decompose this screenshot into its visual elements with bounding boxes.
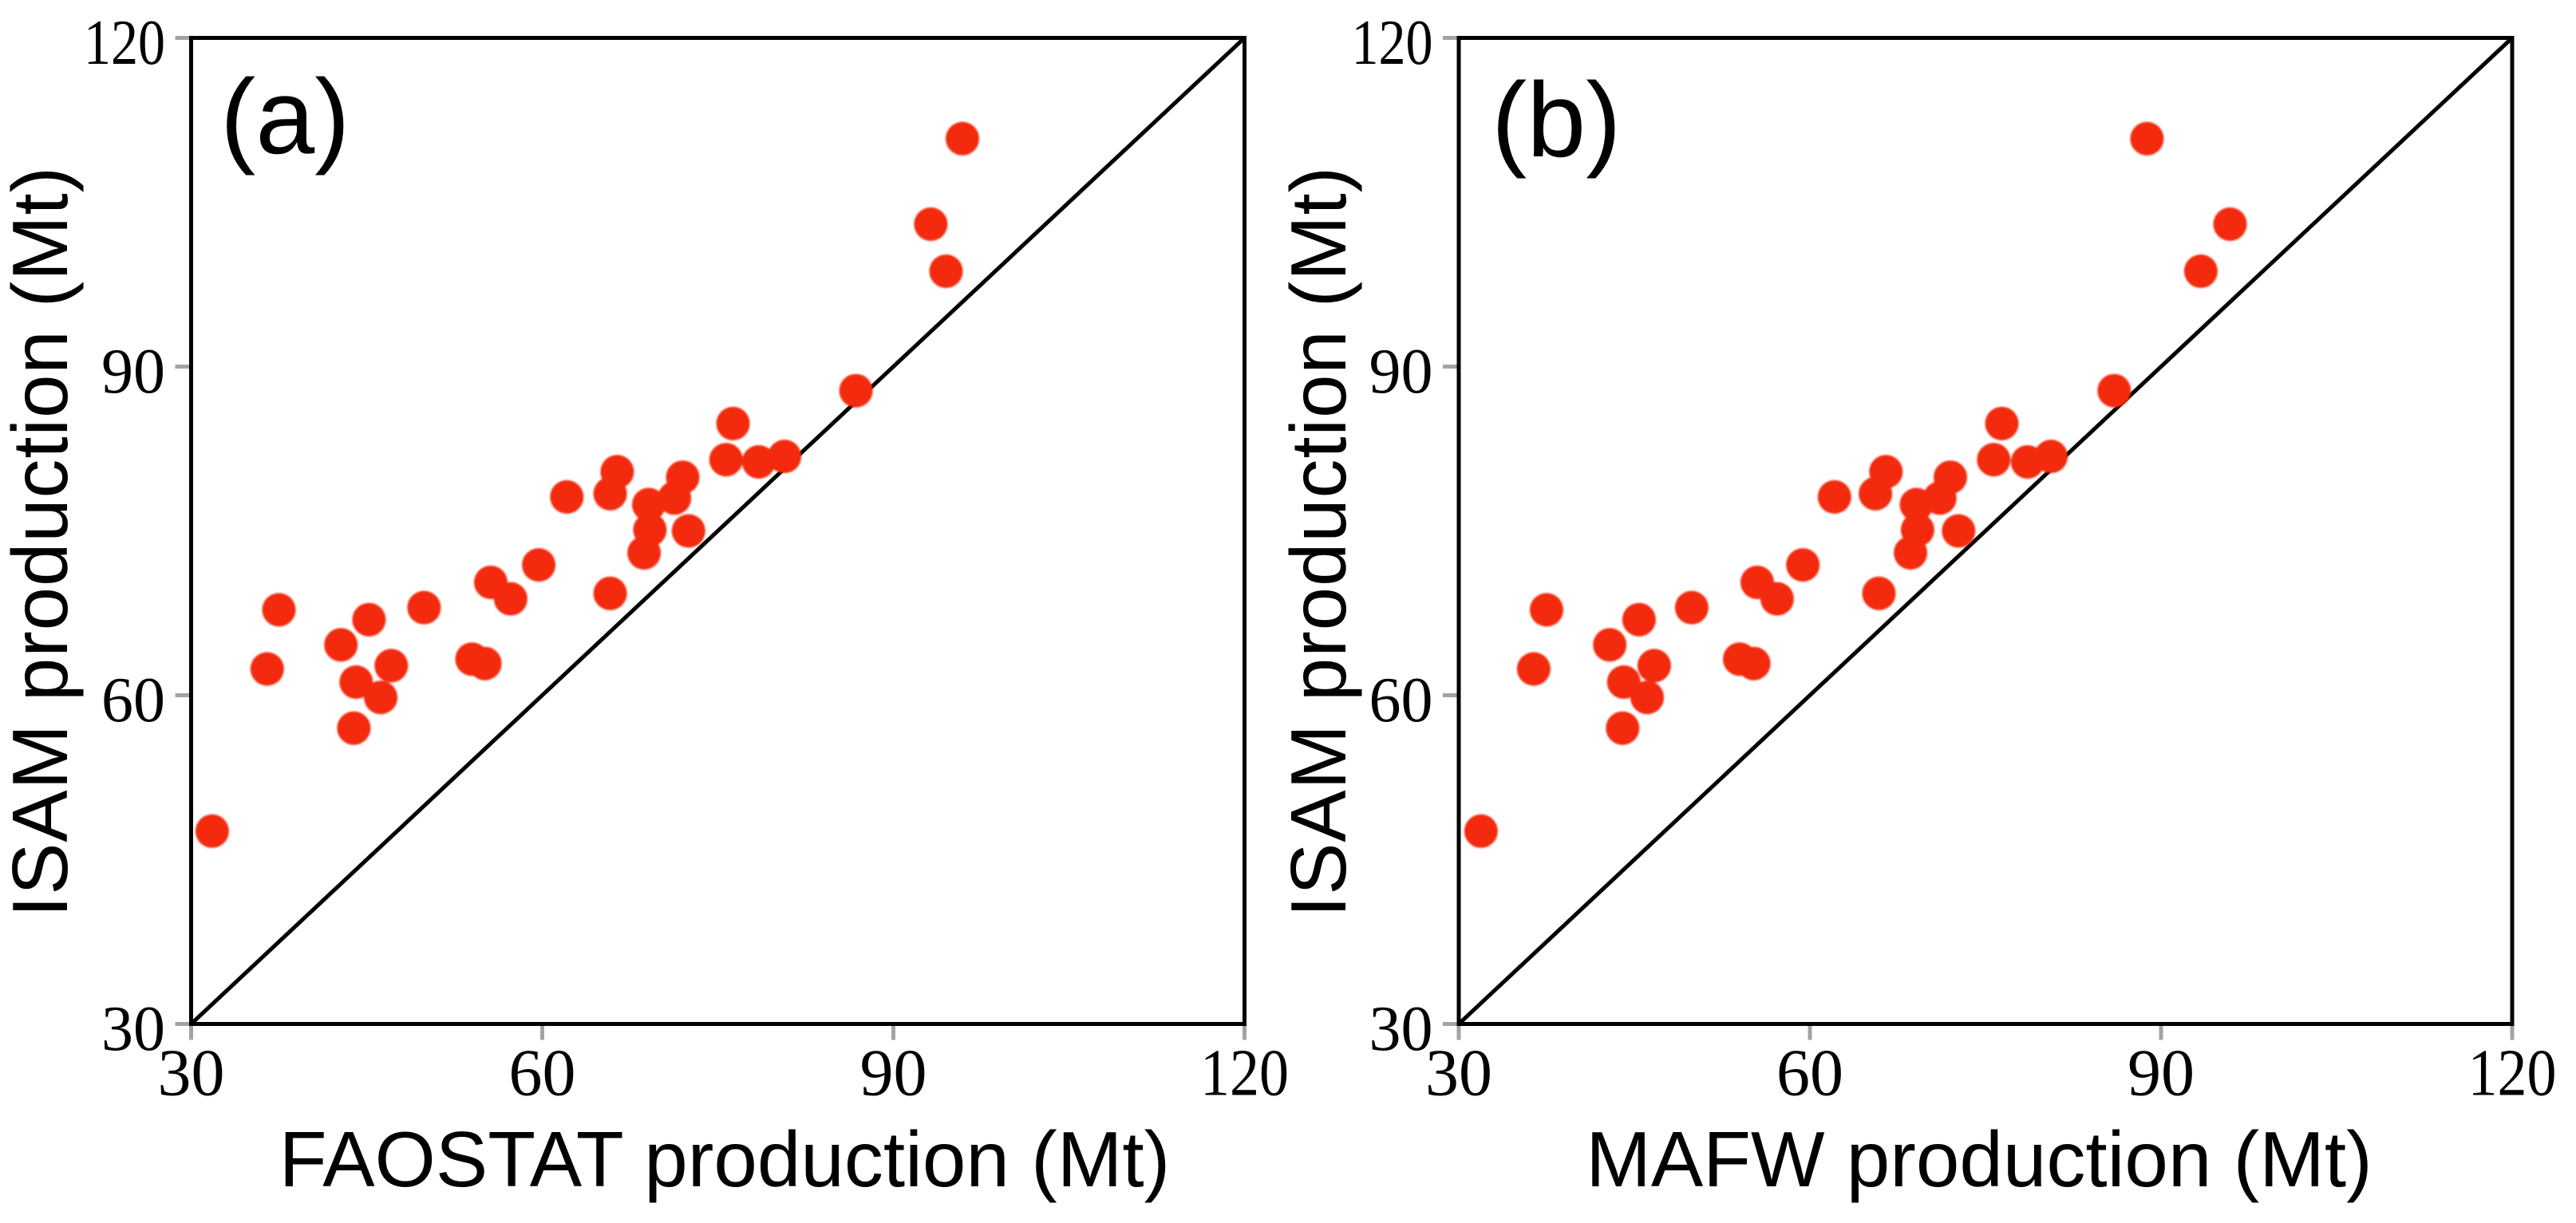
svg-text:30: 30 [101, 994, 165, 1064]
svg-text:120: 120 [2468, 1036, 2557, 1111]
svg-text:90: 90 [1369, 337, 1433, 407]
svg-text:90: 90 [2128, 1036, 2195, 1111]
svg-text:ISAM production (Mt): ISAM production (Mt) [1274, 166, 1362, 917]
svg-text:120: 120 [1352, 8, 1433, 78]
svg-text:(b): (b) [1491, 61, 1622, 180]
svg-text:60: 60 [1776, 1036, 1843, 1111]
svg-text:90: 90 [860, 1036, 927, 1111]
svg-text:60: 60 [101, 665, 165, 736]
svg-text:30: 30 [1369, 994, 1433, 1064]
svg-text:ISAM production (Mt): ISAM production (Mt) [0, 166, 84, 917]
svg-text:60: 60 [509, 1036, 576, 1111]
svg-text:120: 120 [84, 8, 165, 78]
svg-text:90: 90 [101, 337, 165, 407]
svg-text:FAOSTAT production (Mt): FAOSTAT production (Mt) [279, 1115, 1170, 1203]
svg-text:60: 60 [1369, 665, 1433, 736]
svg-text:MAFW production (Mt): MAFW production (Mt) [1586, 1115, 2373, 1203]
svg-text:120: 120 [1200, 1036, 1289, 1111]
svg-text:30: 30 [158, 1036, 225, 1111]
svg-text:(a): (a) [220, 58, 350, 176]
svg-text:30: 30 [1425, 1036, 1492, 1111]
